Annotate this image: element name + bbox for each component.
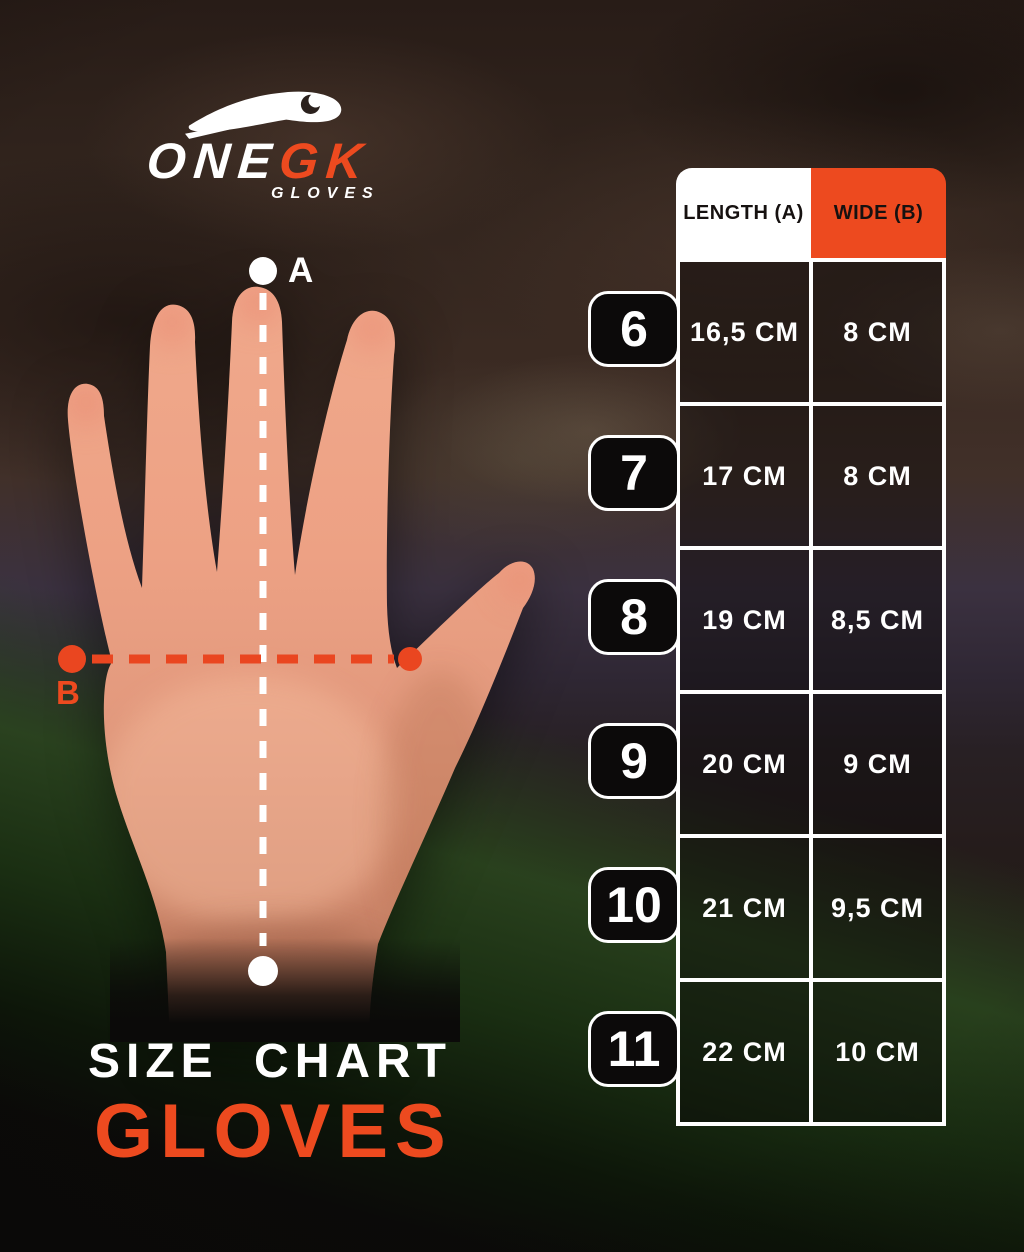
wide-cell: 10 CM xyxy=(809,978,946,1126)
length-cell: 21 CM xyxy=(676,834,813,982)
wide-cell: 8 CM xyxy=(809,258,946,406)
table-row: 7 17 CM 8 CM xyxy=(588,402,946,550)
brand-name-one: ONE xyxy=(144,133,282,189)
wide-cell: 8,5 CM xyxy=(809,546,946,694)
size-number: 10 xyxy=(606,877,662,933)
length-cell: 20 CM xyxy=(676,690,813,838)
table-row: 8 19 CM 8,5 CM xyxy=(588,546,946,694)
size-number: 8 xyxy=(620,589,648,645)
table-row: 9 20 CM 9 CM xyxy=(588,690,946,838)
brand-wordmark: ONEGK xyxy=(144,133,409,189)
brand-name-gk: GK xyxy=(276,133,373,189)
length-measure-line-a xyxy=(248,257,278,986)
table-body: 6 16,5 CM 8 CM 7 17 CM 8 CM 8 19 CM 8,5 … xyxy=(588,258,946,1126)
table-row: 11 22 CM 10 CM xyxy=(588,978,946,1126)
size-number: 6 xyxy=(620,301,648,357)
size-badge: 6 xyxy=(588,291,680,367)
marker-a-label: A xyxy=(288,251,314,290)
length-cell: 16,5 CM xyxy=(676,258,813,406)
marker-b-left-dot xyxy=(58,645,86,673)
marker-b-label: B xyxy=(56,674,80,711)
size-number: 7 xyxy=(620,445,648,501)
table-row: 10 21 CM 9,5 CM xyxy=(588,834,946,982)
width-measure-line-b xyxy=(58,645,422,673)
table-header-row: LENGTH (A) WIDE (B) xyxy=(676,168,946,258)
length-cell: 17 CM xyxy=(676,402,813,550)
diving-goalkeeper-icon xyxy=(185,91,342,139)
column-header-wide: WIDE (B) xyxy=(811,168,946,258)
title-size-chart: SIZE CHART xyxy=(88,1035,452,1088)
wide-cell: 8 CM xyxy=(809,402,946,550)
marker-a-bottom-dot xyxy=(248,956,278,986)
wide-cell: 9,5 CM xyxy=(809,834,946,982)
title-gloves: GLOVES xyxy=(94,1089,453,1174)
size-badge: 8 xyxy=(588,579,680,655)
brand-tagline: GLOVES xyxy=(271,185,380,202)
wide-cell: 9 CM xyxy=(809,690,946,838)
table-row: 6 16,5 CM 8 CM xyxy=(588,258,946,406)
length-cell: 22 CM xyxy=(676,978,813,1126)
size-badge: 9 xyxy=(588,723,680,799)
size-badge: 7 xyxy=(588,435,680,511)
size-chart-table: LENGTH (A) WIDE (B) 6 16,5 CM 8 CM 7 17 … xyxy=(588,168,946,1126)
column-header-length: LENGTH (A) xyxy=(676,168,811,258)
size-number: 9 xyxy=(620,733,648,789)
marker-b-right-dot xyxy=(398,647,422,671)
size-number: 11 xyxy=(607,1021,661,1077)
length-cell: 19 CM xyxy=(676,546,813,694)
marker-a-top-dot xyxy=(249,257,277,285)
size-badge: 10 xyxy=(588,867,680,943)
size-badge: 11 xyxy=(588,1011,680,1087)
